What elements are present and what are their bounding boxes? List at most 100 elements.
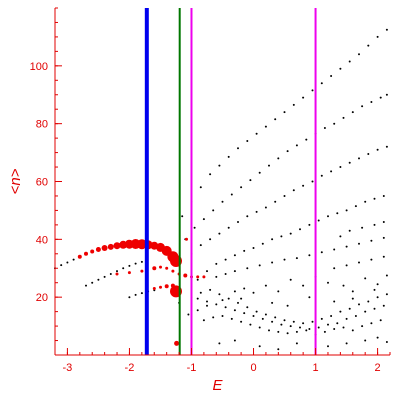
data-point-s0-224 <box>364 339 367 342</box>
data-point-s0-56 <box>268 164 270 167</box>
data-point-s0-19 <box>128 296 131 299</box>
data-point-s0-109 <box>354 205 357 208</box>
data-point-s1-2 <box>90 249 95 254</box>
data-point-s0-45 <box>376 35 379 38</box>
data-point-s0-2 <box>66 261 69 264</box>
data-point-s0-222 <box>327 345 329 348</box>
x-tick-label-3: 0 <box>250 362 256 374</box>
data-point-s0-165 <box>224 306 227 309</box>
data-point-s0-162 <box>196 309 199 312</box>
data-point-s0-208 <box>289 278 292 281</box>
data-point-s0-174 <box>308 328 311 330</box>
data-point-s1-30 <box>159 285 162 289</box>
data-point-s0-95 <box>224 258 227 261</box>
data-point-s0-77 <box>255 210 258 213</box>
data-point-s0-179 <box>354 315 357 317</box>
data-point-s0-52 <box>230 193 233 196</box>
data-point-s0-146 <box>255 310 258 313</box>
data-point-s0-225 <box>376 336 379 339</box>
data-point-s0-32 <box>255 132 258 135</box>
data-point-s0-150 <box>292 320 295 323</box>
data-point-s0-136 <box>370 258 373 261</box>
data-point-s0-107 <box>336 212 339 215</box>
data-point-s0-125 <box>358 242 360 245</box>
data-point-s0-151 <box>302 322 305 325</box>
data-point-s0-88 <box>358 157 360 160</box>
data-point-s0-192 <box>286 332 289 335</box>
data-point-s1-25 <box>183 273 188 278</box>
data-point-s0-81 <box>292 189 295 192</box>
data-point-s0-186 <box>230 317 233 320</box>
data-point-s0-178 <box>345 317 348 320</box>
data-point-s0-133 <box>333 267 336 270</box>
data-point-s0-1 <box>60 264 63 267</box>
data-point-s0-218 <box>233 339 236 342</box>
data-point-s0-103 <box>299 228 301 231</box>
data-point-s0-203 <box>233 290 236 293</box>
data-point-s1-4 <box>101 245 108 251</box>
data-point-s0-205 <box>252 291 255 294</box>
data-point-s0-34 <box>274 118 277 121</box>
data-point-s0-154 <box>330 315 333 317</box>
data-point-s0-172 <box>289 325 292 328</box>
data-point-s0-119 <box>283 258 286 261</box>
data-point-s0-149 <box>283 319 286 322</box>
x-tick-label-1: -2 <box>125 362 135 374</box>
data-point-s0-24 <box>181 215 184 218</box>
data-point-s0-104 <box>308 223 311 226</box>
data-point-s1-0 <box>77 254 82 259</box>
x-tick-label-5: 2 <box>375 362 381 374</box>
data-point-s0-46 <box>385 28 388 31</box>
data-point-s0-58 <box>286 150 289 153</box>
data-point-s0-62 <box>323 127 326 129</box>
data-point-s0-31 <box>246 140 249 142</box>
data-point-s0-123 <box>333 248 336 251</box>
data-point-s0-83 <box>311 180 314 183</box>
data-point-s0-49 <box>202 218 205 221</box>
data-point-s0-147 <box>264 313 267 316</box>
data-point-s0-137 <box>382 255 385 258</box>
data-point-s0-204 <box>243 287 246 290</box>
data-point-s0-158 <box>367 300 370 303</box>
data-point-s0-231 <box>271 301 274 304</box>
data-point-s0-161 <box>187 313 190 316</box>
data-point-s0-207 <box>277 290 280 293</box>
data-point-s0-198 <box>342 326 345 329</box>
data-point-s0-216 <box>385 274 388 277</box>
data-point-s0-230 <box>240 297 243 300</box>
data-point-s0-100 <box>271 238 274 241</box>
data-point-s0-78 <box>264 206 267 209</box>
data-point-s0-122 <box>320 251 323 254</box>
x-tick-label-2: -1 <box>187 362 197 374</box>
data-point-s0-17 <box>134 262 137 265</box>
data-point-s0-182 <box>382 304 385 307</box>
vertical-lines-layer <box>144 8 317 355</box>
data-point-s0-98 <box>252 247 255 249</box>
data-point-s0-86 <box>339 166 342 168</box>
data-point-s0-99 <box>261 242 264 245</box>
data-point-s0-236 <box>373 288 376 291</box>
data-point-s0-114 <box>224 273 227 275</box>
data-point-s0-59 <box>295 144 298 147</box>
y-tick-label-1: 40 <box>36 234 48 246</box>
data-point-s0-48 <box>193 226 196 229</box>
data-point-s0-91 <box>385 145 388 148</box>
data-point-s0-175 <box>317 326 320 329</box>
data-point-s0-63 <box>333 122 336 125</box>
data-point-s0-108 <box>345 209 348 212</box>
data-point-s0-141 <box>209 288 212 291</box>
data-point-s0-145 <box>246 306 249 309</box>
data-point-s0-71 <box>199 244 202 247</box>
data-point-s0-170 <box>271 320 274 323</box>
data-point-s0-42 <box>348 60 351 63</box>
data-point-s0-85 <box>330 170 333 173</box>
data-point-s0-89 <box>367 153 370 155</box>
data-point-s0-44 <box>367 44 370 47</box>
data-point-s0-41 <box>339 67 342 70</box>
data-point-s0-223 <box>345 342 348 345</box>
data-point-s0-232 <box>286 304 289 307</box>
data-point-s0-126 <box>370 239 373 242</box>
data-point-s0-97 <box>243 249 246 252</box>
data-point-s0-130 <box>361 226 364 229</box>
data-point-s0-180 <box>364 310 367 313</box>
